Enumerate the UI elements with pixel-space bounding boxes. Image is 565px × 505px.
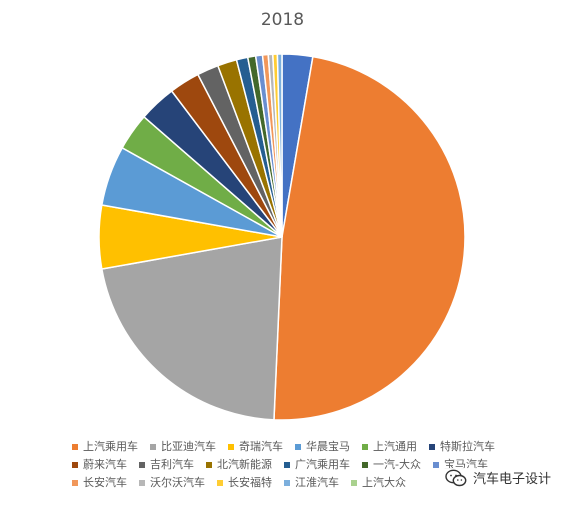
legend-label: 奇瑞汽车 [239, 440, 283, 453]
legend-swatch [362, 462, 368, 468]
wechat-icon [445, 469, 467, 486]
chart-title: 2018 [260, 10, 305, 30]
legend-label: 长安汽车 [83, 476, 127, 489]
pie-slice-2 [100, 236, 283, 421]
legend-label: 广汽乘用车 [295, 458, 350, 471]
legend-label: 北汽新能源 [217, 458, 272, 471]
legend-item: 特斯拉汽车 [429, 438, 495, 456]
legend-swatch [72, 462, 78, 468]
legend-swatch [351, 480, 357, 486]
legend-label: 长安福特 [228, 476, 272, 489]
legend-swatch [206, 462, 212, 468]
pie-slice-16 [276, 53, 283, 238]
legend-item: 江淮汽车 [284, 474, 339, 492]
legend-swatch [72, 480, 78, 486]
legend-row: 长安汽车 沃尔沃汽车 长安福特 江淮汽车 上汽大众 [72, 474, 532, 492]
legend-swatch [429, 444, 435, 450]
legend-label: 宝马汽车 [443, 458, 488, 471]
legend-item: 华晨宝马 [295, 438, 350, 456]
legend-label: 吉利汽车 [150, 458, 194, 471]
legend-swatch [295, 444, 301, 450]
legend-swatch [432, 462, 439, 468]
legend-item: 长安汽车 [72, 474, 127, 492]
watermark: 汽车电子设计 [440, 468, 551, 487]
pie-slice-1 [273, 55, 466, 421]
legend-swatch [139, 462, 145, 468]
legend-item: 宝马汽车 [432, 456, 488, 474]
legend-swatch [217, 480, 223, 486]
legend-swatch [228, 444, 234, 450]
legend-label: 华晨宝马 [306, 440, 350, 453]
legend-label: 上汽乘用车 [83, 440, 138, 453]
legend-label: 上汽大众 [362, 476, 406, 489]
legend-item: 蔚来汽车 [72, 456, 127, 474]
legend-item: 上汽乘用车 [72, 438, 138, 456]
legend-item: 奇瑞汽车 [228, 438, 283, 456]
legend-swatch [284, 480, 290, 486]
legend-label: 沃尔沃汽车 [150, 476, 205, 489]
legend-item: 广汽乘用车 [284, 456, 350, 474]
legend-label: 比亚迪汽车 [161, 440, 216, 453]
watermark-text: 汽车电子设计 [472, 472, 551, 487]
legend-label: 特斯拉汽车 [440, 440, 495, 453]
legend-row: 蔚来汽车 吉利汽车 北汽新能源 广汽乘用车 一汽-大众 宝马汽车 [72, 456, 532, 474]
legend-swatch [72, 444, 78, 450]
legend-label: 上汽通用 [373, 440, 417, 453]
legend-label: 一汽-大众 [373, 458, 421, 471]
legend-item: 上汽通用 [362, 438, 417, 456]
legend-swatch [362, 444, 368, 450]
legend-swatch [284, 462, 290, 468]
legend-row: 上汽乘用车 比亚迪汽车 奇瑞汽车 华晨宝马 上汽通用 特斯拉汽车 [72, 438, 532, 456]
legend-item: 一汽-大众 [362, 456, 421, 474]
chart-legend: 上汽乘用车 比亚迪汽车 奇瑞汽车 华晨宝马 上汽通用 特斯拉汽车蔚来汽车 吉利汽车 北汽新能源… [72, 438, 532, 492]
legend-item: 吉利汽车 [139, 456, 194, 474]
legend-item: 北汽新能源 [206, 456, 272, 474]
legend-label: 蔚来汽车 [83, 458, 127, 471]
legend-swatch [150, 444, 156, 450]
legend-item: 比亚迪汽车 [150, 438, 216, 456]
legend-item: 沃尔沃汽车 [139, 474, 205, 492]
legend-item: 上汽大众 [351, 474, 406, 492]
legend-label: 江淮汽车 [295, 476, 339, 489]
legend-swatch [139, 480, 145, 486]
legend-item: 长安福特 [217, 474, 272, 492]
